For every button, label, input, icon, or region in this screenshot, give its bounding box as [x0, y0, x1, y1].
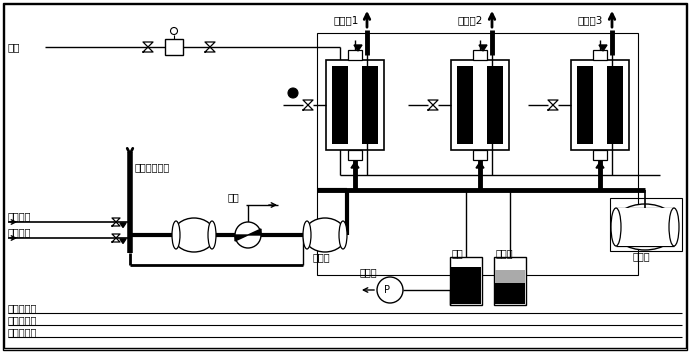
Text: 高温尾气: 高温尾气: [8, 211, 32, 221]
Polygon shape: [248, 229, 261, 235]
Text: 蒸汽: 蒸汽: [8, 42, 21, 52]
Ellipse shape: [303, 221, 311, 249]
Polygon shape: [354, 45, 362, 51]
Bar: [610, 198, 682, 251]
Polygon shape: [120, 223, 126, 227]
Polygon shape: [596, 162, 604, 168]
Bar: [348, 150, 362, 160]
Ellipse shape: [611, 208, 621, 246]
Text: 排液泵: 排液泵: [360, 267, 377, 277]
Text: 冷凝器: 冷凝器: [633, 251, 651, 261]
Bar: [593, 50, 607, 60]
Bar: [616, 208, 674, 246]
Bar: [332, 66, 348, 144]
Polygon shape: [120, 239, 126, 244]
Bar: [607, 66, 623, 144]
Text: 吸附器1: 吸附器1: [333, 15, 358, 25]
Bar: [487, 66, 503, 144]
Text: 冷却器: 冷却器: [313, 252, 331, 262]
Polygon shape: [351, 162, 359, 168]
Circle shape: [170, 27, 177, 34]
Text: 空气: 空气: [228, 192, 239, 202]
Bar: [473, 150, 487, 160]
Ellipse shape: [208, 221, 216, 249]
Text: P: P: [384, 285, 390, 295]
Text: 分层槽: 分层槽: [496, 248, 513, 258]
Bar: [450, 257, 482, 305]
Bar: [577, 66, 593, 144]
Bar: [495, 270, 525, 283]
Bar: [451, 60, 509, 150]
Bar: [473, 50, 487, 60]
Ellipse shape: [172, 221, 180, 249]
Polygon shape: [476, 162, 484, 168]
Circle shape: [288, 88, 298, 98]
Bar: [593, 150, 607, 160]
Bar: [571, 60, 629, 150]
Circle shape: [235, 222, 261, 248]
Text: 储槽: 储槽: [452, 248, 464, 258]
Polygon shape: [479, 45, 487, 51]
Polygon shape: [599, 45, 607, 51]
Bar: [348, 50, 362, 60]
Text: 吸附器2: 吸附器2: [458, 15, 484, 25]
Text: 事故尾气排放: 事故尾气排放: [135, 162, 170, 172]
Ellipse shape: [173, 218, 215, 252]
Ellipse shape: [612, 204, 678, 250]
Bar: [165, 39, 183, 55]
Bar: [317, 33, 638, 275]
Text: 冷却水上水: 冷却水上水: [8, 315, 37, 325]
Ellipse shape: [339, 221, 347, 249]
Ellipse shape: [669, 208, 679, 246]
Ellipse shape: [304, 218, 346, 252]
Text: 冷却水回水: 冷却水回水: [8, 327, 37, 337]
Bar: [326, 60, 384, 150]
Bar: [451, 267, 481, 304]
Text: 吸附器3: 吸附器3: [578, 15, 603, 25]
Bar: [362, 66, 378, 144]
Bar: [457, 66, 473, 144]
Bar: [495, 283, 525, 304]
Text: 溶剂回收液: 溶剂回收液: [8, 303, 37, 313]
Circle shape: [377, 277, 403, 303]
Bar: [494, 257, 526, 305]
Polygon shape: [235, 235, 248, 241]
Text: 低温尾气: 低温尾气: [8, 227, 32, 237]
